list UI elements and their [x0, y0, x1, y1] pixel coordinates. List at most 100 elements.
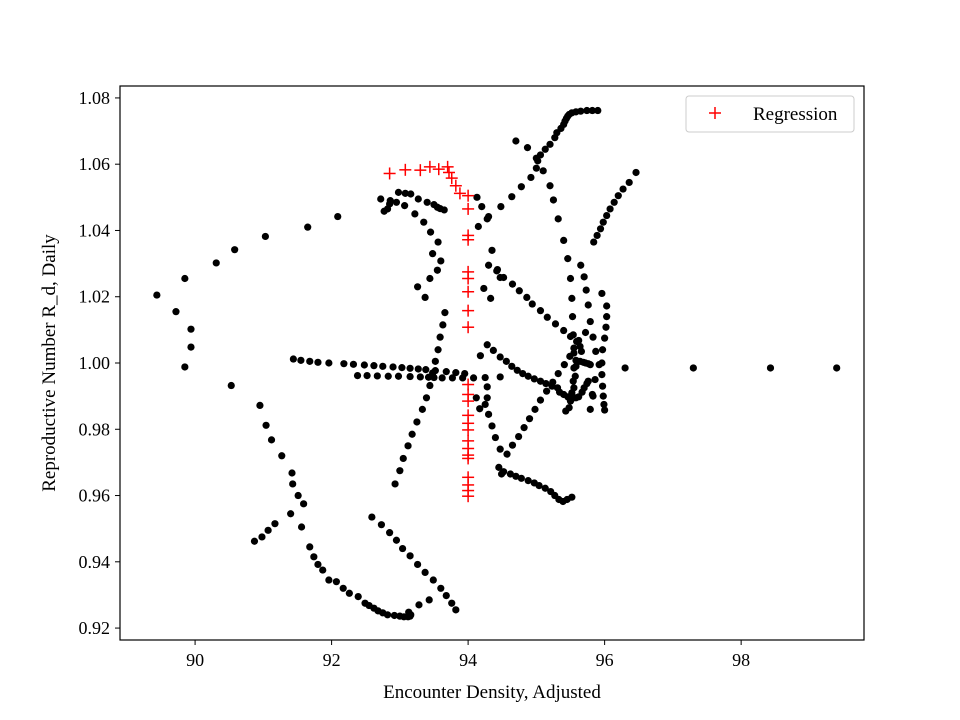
data-point [495, 463, 503, 471]
data-point [383, 205, 392, 213]
data-point [440, 206, 448, 214]
data-point [588, 106, 596, 115]
data-point [262, 421, 270, 429]
data-point [421, 293, 429, 301]
regression-point [414, 164, 427, 177]
data-point [543, 313, 551, 321]
data-point [534, 157, 542, 165]
data-point [586, 317, 594, 326]
data-point [304, 223, 312, 231]
data-point [487, 294, 495, 302]
data-point [414, 195, 422, 203]
data-point [433, 266, 441, 274]
data-point [603, 302, 611, 310]
data-point [517, 474, 525, 482]
regression-point [399, 163, 412, 176]
data-point [531, 405, 539, 413]
data-point [389, 363, 397, 371]
data-point [568, 313, 577, 321]
data-point [396, 467, 404, 475]
data-point [289, 355, 297, 363]
data-point [422, 366, 430, 374]
data-point [448, 599, 456, 607]
y-tick-label: 0.98 [79, 419, 111, 439]
data-point [438, 374, 446, 382]
data-point [512, 472, 520, 480]
data-point [568, 294, 576, 302]
data-point [256, 401, 264, 410]
data-point [603, 313, 611, 321]
data-point [520, 424, 528, 432]
data-point [227, 381, 235, 390]
y-tick-label: 0.94 [79, 552, 111, 572]
data-point [493, 267, 501, 275]
data-point [602, 323, 610, 331]
data-point [523, 293, 531, 301]
data-point [580, 273, 588, 281]
data-point [614, 192, 622, 200]
data-point [250, 537, 259, 545]
data-point [570, 344, 578, 352]
data-point [484, 261, 493, 269]
legend-label-regression: Regression [753, 104, 838, 125]
data-point [258, 533, 266, 541]
data-point [483, 394, 491, 402]
data-point [452, 606, 460, 614]
data-point [408, 430, 416, 438]
data-point [541, 484, 549, 492]
data-point [391, 480, 399, 488]
data-point [310, 553, 318, 561]
data-point [549, 378, 557, 386]
data-point [459, 374, 467, 382]
data-point [377, 521, 386, 529]
data-point [383, 611, 392, 619]
data-point [560, 361, 568, 369]
regression-point [441, 160, 454, 173]
data-point [546, 182, 554, 190]
data-point [452, 369, 460, 377]
data-point [414, 365, 422, 373]
data-point [496, 373, 504, 381]
data-point [502, 357, 510, 365]
data-point [345, 589, 353, 597]
data-point [480, 284, 488, 293]
data-point [569, 331, 577, 339]
data-point [594, 106, 602, 115]
regression-point [423, 160, 436, 173]
y-tick-label: 1.08 [79, 88, 111, 108]
data-point [582, 286, 590, 294]
y-axis-label: Reproductive Number R_d, Daily [39, 234, 60, 492]
data-point [287, 510, 295, 518]
data-point [392, 198, 401, 206]
data-point [437, 584, 445, 592]
data-point [434, 238, 442, 246]
data-points [153, 106, 841, 621]
data-point [422, 394, 431, 402]
data-point [386, 529, 394, 537]
data-point [601, 406, 609, 414]
data-point [570, 349, 578, 357]
data-point [513, 366, 521, 374]
x-axis-ticks: 90 92 94 96 98 [186, 640, 750, 670]
regression-point [462, 304, 475, 317]
data-point [484, 410, 493, 418]
regression-point [462, 272, 475, 285]
data-point [584, 377, 592, 385]
data-point [598, 346, 607, 354]
data-point [536, 151, 545, 159]
data-point [589, 392, 597, 400]
data-point [368, 513, 376, 521]
data-point [187, 325, 195, 333]
data-point [399, 454, 407, 463]
data-point [592, 347, 600, 356]
data-point [448, 374, 457, 382]
data-point [536, 377, 545, 385]
data-point [577, 347, 586, 356]
y-tick-label: 1.06 [79, 154, 111, 174]
legend-marker [709, 107, 721, 119]
data-point [481, 373, 489, 382]
data-point [554, 215, 562, 223]
regression-point [453, 187, 466, 200]
data-point [476, 405, 484, 413]
data-point [508, 362, 516, 370]
